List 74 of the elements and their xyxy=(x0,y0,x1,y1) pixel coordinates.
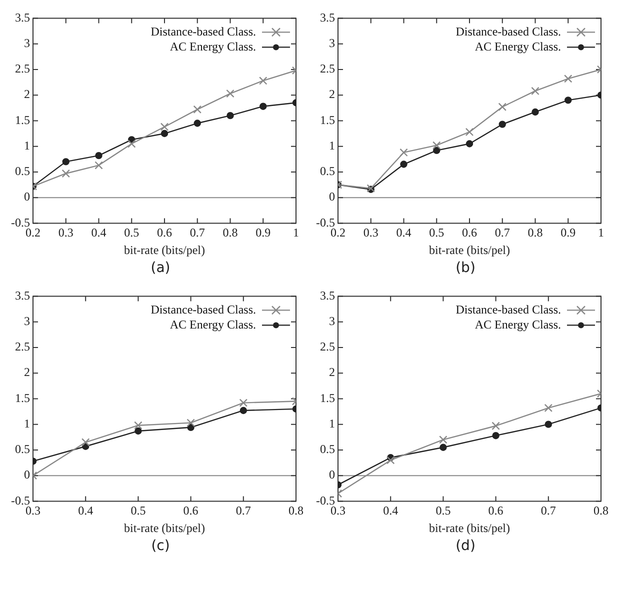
x-axis-title: bit-rate (bits/pel) xyxy=(429,242,510,257)
x-tick-label: 1 xyxy=(293,226,299,240)
y-tick-label: 3.5 xyxy=(14,288,30,302)
y-tick-label: 0.5 xyxy=(320,164,335,178)
x-tick-label: 0.6 xyxy=(462,226,477,240)
y-tick-label: 3 xyxy=(328,314,335,328)
x-tick-label: 0.8 xyxy=(528,226,543,240)
x-tick-label: 0.7 xyxy=(236,504,251,518)
x-tick-label: 0.4 xyxy=(396,226,412,240)
y-tick-label: 0.5 xyxy=(14,164,30,178)
y-tick-label: 1.5 xyxy=(320,390,335,405)
y-tick-label: 0 xyxy=(24,468,30,482)
y-tick-label: 0 xyxy=(328,190,335,204)
x-tick-label: 0.7 xyxy=(494,226,510,240)
y-tick-label: 1.5 xyxy=(14,390,30,405)
x-axis-title: bit-rate (bits/pel) xyxy=(124,520,205,535)
y-tick-label: 2.5 xyxy=(320,62,335,76)
x-tick-label: 0.7 xyxy=(540,504,556,518)
x-tick-label: 0.4 xyxy=(91,226,106,240)
x-tick-label: 0.6 xyxy=(488,504,504,518)
y-tick-label: 1.5 xyxy=(14,112,30,127)
x-tick-label: 1 xyxy=(598,226,604,240)
y-tick-label: 1 xyxy=(24,416,30,430)
text: (a) xyxy=(150,260,172,276)
y-tick-label: 2 xyxy=(328,87,335,102)
legend-label: Distance-based Class. xyxy=(150,302,256,316)
y-tick-label: 2.5 xyxy=(14,340,30,354)
legend-label: AC Energy Class. xyxy=(170,39,256,54)
text: (b) xyxy=(454,260,476,276)
y-tick-label: 2 xyxy=(24,365,30,380)
y-tick-label: 3 xyxy=(24,36,30,50)
y-tick-label: 2.5 xyxy=(320,340,335,354)
x-tick-label: 0.8 xyxy=(594,504,608,518)
x-axis-title: bit-rate (bits/pel) xyxy=(124,242,205,257)
y-tick-label: 2 xyxy=(24,87,30,102)
x-axis-title: bit-rate (bits/pel) xyxy=(429,520,510,535)
y-tick-label: 2.5 xyxy=(14,62,30,76)
y-tick-label: 3 xyxy=(24,314,30,328)
x-tick-label: 0.3 xyxy=(363,226,378,240)
x-tick-label: 0.4 xyxy=(78,504,94,518)
y-tick-label: 1 xyxy=(24,138,30,152)
y-tick-label: 0.5 xyxy=(320,442,335,456)
y-tick-label: 0 xyxy=(328,468,335,482)
y-tick-label: 3 xyxy=(328,36,335,50)
y-tick-label: 3.5 xyxy=(320,288,335,302)
x-tick-label: 0.6 xyxy=(183,504,198,518)
legend-label: Distance-based Class. xyxy=(456,302,561,316)
y-tick-label: 0 xyxy=(24,190,30,204)
x-tick-label: 0.9 xyxy=(256,226,271,240)
text: (d) xyxy=(454,538,476,554)
x-tick-label: 0.5 xyxy=(436,504,451,518)
x-tick-label: 0.6 xyxy=(157,226,172,240)
y-tick-label: 3.5 xyxy=(14,10,30,24)
x-tick-label: 0.9 xyxy=(560,226,576,240)
x-tick-label: 0.3 xyxy=(58,226,74,240)
x-tick-label: 0.5 xyxy=(130,504,146,518)
y-tick-label: 0.5 xyxy=(14,442,30,456)
legend-label: AC Energy Class. xyxy=(474,39,561,54)
y-tick-label: 2 xyxy=(328,365,335,380)
legend-label: Distance-based Class. xyxy=(150,24,256,38)
x-tick-label: 0.4 xyxy=(383,504,398,518)
legend-label: AC Energy Class. xyxy=(474,317,561,332)
y-tick-label: 1 xyxy=(328,416,335,430)
x-tick-label: 0.5 xyxy=(124,226,140,240)
x-tick-label: 0.5 xyxy=(429,226,444,240)
y-tick-label: 1.5 xyxy=(320,112,335,127)
legend-label: AC Energy Class. xyxy=(170,317,256,332)
y-tick-label: 1 xyxy=(328,138,335,152)
legend-label: Distance-based Class. xyxy=(456,24,561,38)
x-tick-label: 0.8 xyxy=(288,504,304,518)
x-tick-label: 0.7 xyxy=(190,226,205,240)
x-tick-label: 0.8 xyxy=(222,226,238,240)
y-tick-label: 3.5 xyxy=(320,10,335,24)
text: (c) xyxy=(150,538,171,554)
